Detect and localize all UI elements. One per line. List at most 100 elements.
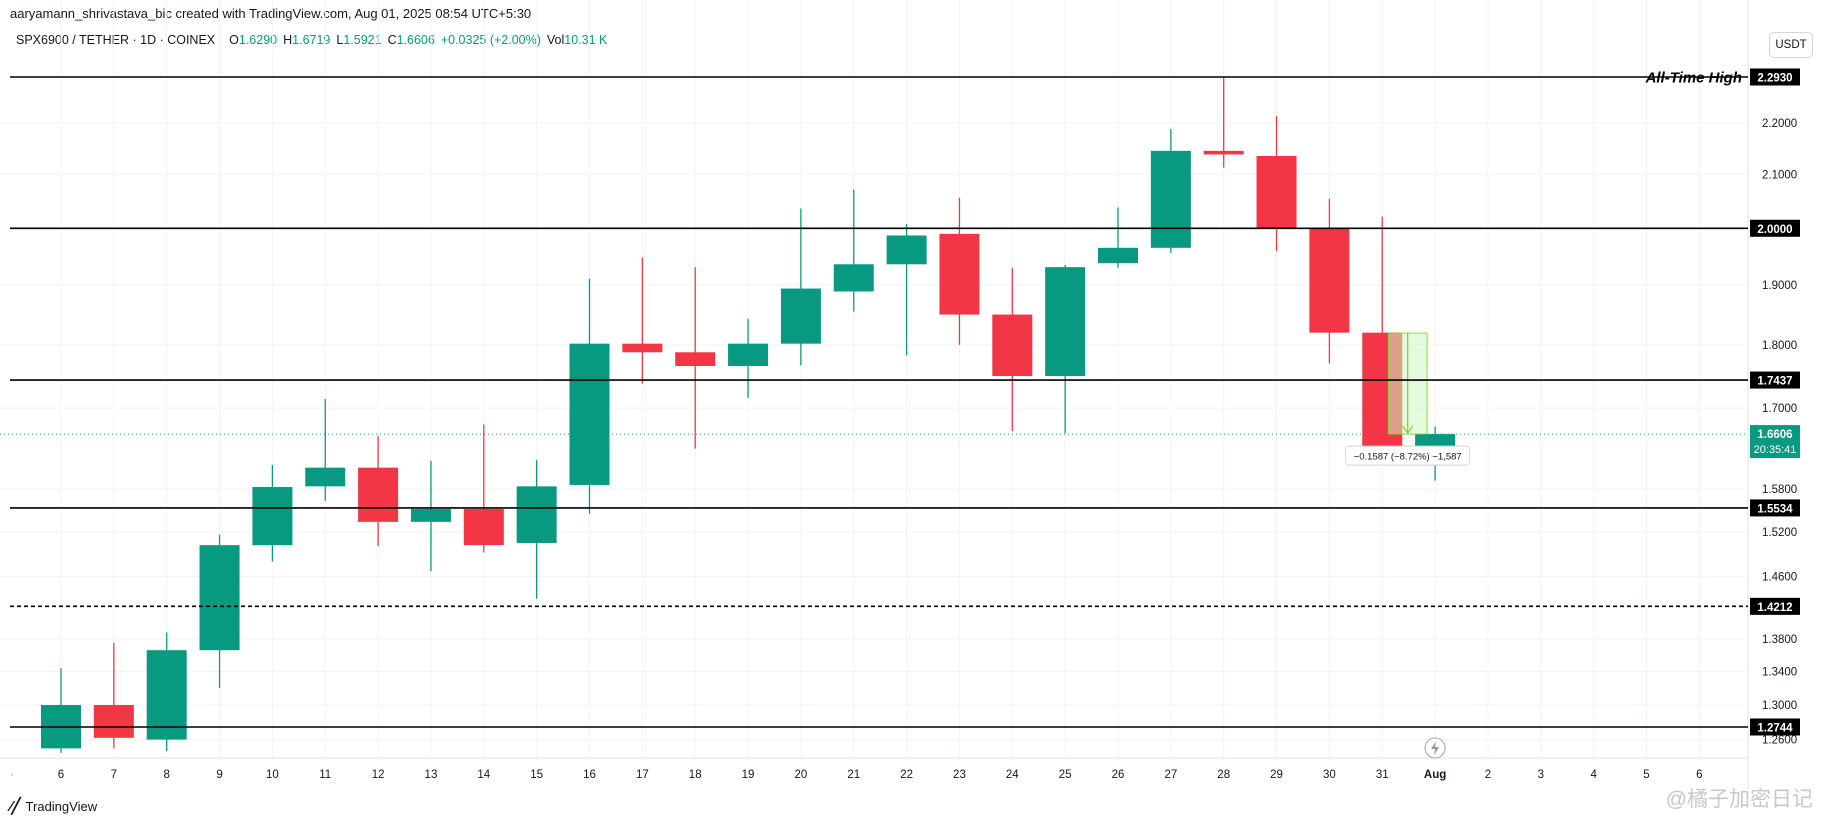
level-price-tag-label: 1.5534 bbox=[1757, 503, 1793, 515]
symbol-name[interactable]: SPX6900 / TETHER · 1D · COINEX bbox=[16, 33, 216, 47]
candle-body[interactable] bbox=[780, 288, 821, 344]
price-axis-label: 1.5200 bbox=[1762, 527, 1797, 539]
tradingview-logo-icon: ⁄╱ bbox=[10, 798, 21, 815]
candle-body[interactable] bbox=[463, 508, 504, 546]
candle-body[interactable] bbox=[992, 314, 1033, 377]
measure-label: −0.1587 (−8.72%) −1,587 bbox=[1354, 452, 1462, 463]
candle-body[interactable] bbox=[93, 704, 134, 738]
current-price-tag bbox=[1750, 425, 1800, 459]
high-value: 1.6719 bbox=[292, 33, 331, 47]
time-axis-label: 19 bbox=[742, 769, 755, 781]
price-axis-label: 1.8000 bbox=[1762, 340, 1797, 352]
all-time-high-annotation: All-Time High bbox=[1645, 70, 1742, 87]
symbol-legend: SPX6900 / TETHER · 1D · COINEX O 1.6290 H… bbox=[16, 33, 607, 47]
candle-body[interactable] bbox=[622, 343, 663, 353]
tradingview-brand[interactable]: ⁄╱ TradingView bbox=[10, 797, 97, 815]
current-price-label: 1.6606 bbox=[1757, 429, 1792, 441]
candle-body[interactable] bbox=[569, 343, 610, 485]
time-axis-label: 29 bbox=[1270, 769, 1283, 781]
candle-body[interactable] bbox=[252, 487, 293, 546]
level-price-tag bbox=[1750, 68, 1800, 86]
price-axis-label: 2.2000 bbox=[1762, 118, 1797, 130]
time-axis-label: 12 bbox=[372, 769, 385, 781]
level-price-tag bbox=[1750, 499, 1800, 517]
time-axis-label: 10 bbox=[266, 769, 279, 781]
price-axis-label: 1.2600 bbox=[1762, 735, 1797, 747]
measure-label-box bbox=[1345, 445, 1471, 466]
level-price-tag bbox=[1750, 718, 1800, 736]
candle-body[interactable] bbox=[886, 235, 927, 265]
open-value: 1.6290 bbox=[238, 33, 278, 47]
candle-body[interactable] bbox=[728, 343, 769, 366]
level-price-tag bbox=[1750, 597, 1800, 615]
measure-arrow-head-icon bbox=[1402, 425, 1414, 435]
candle-body[interactable] bbox=[1309, 228, 1350, 333]
candle-body[interactable] bbox=[199, 545, 240, 651]
candle-body[interactable] bbox=[833, 264, 874, 292]
level-price-tag bbox=[1750, 371, 1800, 389]
time-axis-label: 7 bbox=[111, 769, 117, 781]
close-value: 1.6606 bbox=[396, 33, 435, 47]
candle-body[interactable] bbox=[1045, 267, 1086, 377]
candle-body[interactable] bbox=[675, 352, 716, 366]
time-axis-label: 28 bbox=[1217, 769, 1230, 781]
time-axis-label: 30 bbox=[1323, 769, 1336, 781]
time-axis-label: 25 bbox=[1059, 769, 1072, 781]
price-axis-label: 1.9000 bbox=[1762, 280, 1797, 292]
time-axis-label: 22 bbox=[900, 769, 913, 781]
author-watermark: @橘子加密日记 bbox=[1665, 788, 1813, 811]
level-price-tag-label: 1.7437 bbox=[1757, 376, 1792, 388]
candle-body[interactable] bbox=[146, 650, 187, 740]
volume-label: Vol bbox=[546, 33, 565, 47]
low-label: L bbox=[336, 33, 344, 47]
currency-button[interactable]: USDT bbox=[1769, 32, 1813, 58]
bar-countdown-label: 20:35:41 bbox=[1754, 444, 1797, 456]
time-axis-label: 31 bbox=[1376, 769, 1389, 781]
level-price-tag-label: 2.2930 bbox=[1757, 73, 1792, 85]
time-axis-label: 13 bbox=[425, 769, 438, 781]
time-axis-label: 5 bbox=[1643, 769, 1649, 781]
lightning-bolt-icon bbox=[1431, 741, 1440, 755]
tradingview-brand-label: TradingView bbox=[25, 798, 98, 814]
time-axis-label: Aug bbox=[1424, 769, 1446, 781]
price-axis-label: 1.4600 bbox=[1762, 572, 1797, 584]
volume-value: 10.31 K bbox=[564, 33, 608, 47]
level-price-tag-label: 1.4212 bbox=[1757, 602, 1792, 614]
time-axis-label: 4 bbox=[1590, 769, 1597, 781]
price-axis-label: 1.5800 bbox=[1762, 484, 1797, 496]
close-label: C bbox=[387, 33, 397, 47]
time-axis-label: 6 bbox=[1696, 769, 1702, 781]
open-label: O bbox=[229, 33, 239, 47]
chart-credit: aaryamann_shrivastava_bic created with T… bbox=[10, 6, 532, 21]
candle-body[interactable] bbox=[1098, 247, 1138, 264]
candle-body[interactable] bbox=[410, 508, 451, 522]
time-axis-label: 17 bbox=[636, 769, 649, 781]
candle-body[interactable] bbox=[1256, 156, 1297, 229]
candle-body[interactable] bbox=[516, 486, 557, 543]
time-axis-label: 20 bbox=[795, 769, 808, 781]
candle-body[interactable] bbox=[305, 467, 346, 487]
time-axis-label: 11 bbox=[319, 769, 331, 781]
change-value: +0.0325 (+2.00%) bbox=[440, 33, 541, 47]
level-price-tag bbox=[1750, 219, 1800, 237]
candle-body[interactable] bbox=[358, 467, 399, 522]
time-axis-label: 24 bbox=[1006, 769, 1019, 781]
price-axis-label: 1.3800 bbox=[1762, 634, 1797, 646]
time-axis-label: 16 bbox=[583, 769, 596, 781]
time-axis-label: 23 bbox=[953, 769, 966, 781]
time-axis-label: 26 bbox=[1112, 769, 1125, 781]
price-axis-label: 1.3000 bbox=[1762, 700, 1797, 712]
price-axis-label: 2.1000 bbox=[1762, 169, 1797, 181]
candle-body[interactable] bbox=[1150, 150, 1191, 248]
time-axis-label: 3 bbox=[1538, 769, 1544, 781]
high-label: H bbox=[283, 33, 293, 47]
time-axis-label: 6 bbox=[58, 769, 64, 781]
time-axis-label: 8 bbox=[163, 769, 169, 781]
price-axis-label: 1.7000 bbox=[1762, 403, 1797, 415]
candle-body[interactable] bbox=[939, 233, 980, 315]
level-price-tag-label: 2.0000 bbox=[1757, 224, 1792, 236]
candle-body[interactable] bbox=[1203, 150, 1244, 155]
time-axis-label: 27 bbox=[1164, 769, 1177, 781]
time-axis-label: 9 bbox=[216, 769, 222, 781]
